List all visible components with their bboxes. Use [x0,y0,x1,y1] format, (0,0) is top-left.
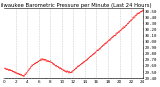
Title: Milwaukee Barometric Pressure per Minute (Last 24 Hours): Milwaukee Barometric Pressure per Minute… [0,3,151,8]
